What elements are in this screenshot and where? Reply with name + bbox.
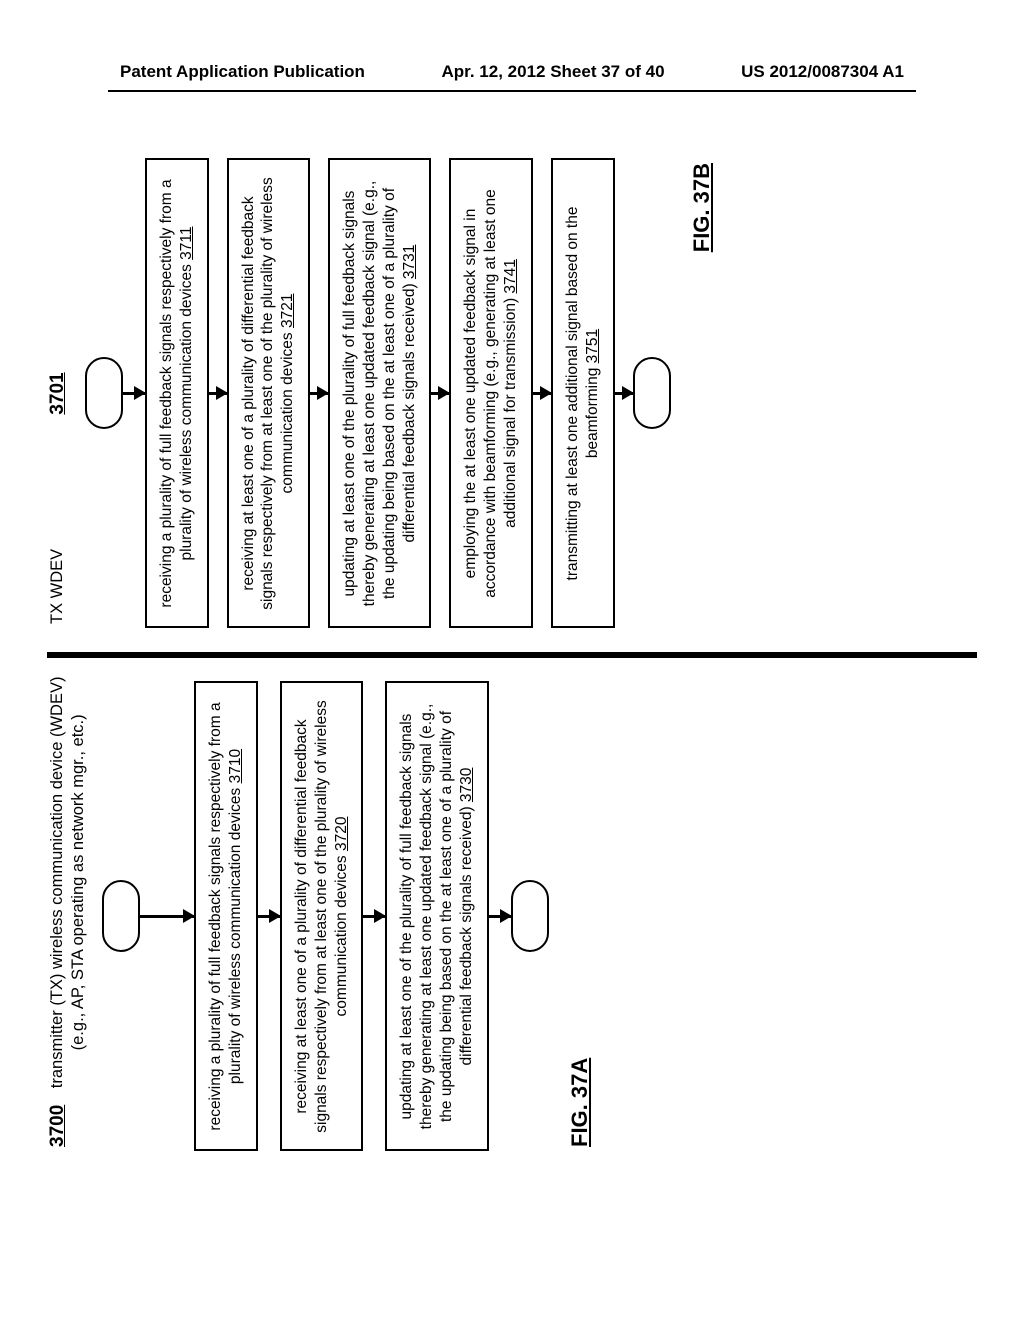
step-ref: 3720 (333, 817, 350, 851)
header-rule (108, 90, 916, 92)
step-ref: 3710 (227, 749, 244, 783)
flow-3701: TX WDEV 3701 receiving a plurality of fu… (47, 143, 977, 644)
header-right: US 2012/0087304 A1 (741, 62, 904, 82)
page-header: Patent Application Publication Apr. 12, … (0, 62, 1024, 82)
step-text: employing the at least one updated feedb… (462, 189, 519, 597)
terminator-start-3700 (102, 881, 140, 953)
header-left: Patent Application Publication (120, 62, 365, 82)
step-3720: receiving at least one of a plurality of… (280, 682, 363, 1152)
arrow-icon (123, 392, 145, 395)
arrow-icon (363, 915, 385, 918)
header-center: Apr. 12, 2012 Sheet 37 of 40 (365, 62, 741, 82)
step-3721: receiving at least one of a plurality of… (227, 159, 310, 629)
arrow-icon (431, 392, 449, 395)
arrow-icon (310, 392, 328, 395)
step-3710: receiving a plurality of full feedback s… (194, 682, 258, 1152)
flow-id-3701: 3701 (47, 372, 69, 414)
column-divider (47, 652, 977, 658)
arrow-icon (489, 915, 511, 918)
step-3730: updating at least one of the plurality o… (385, 682, 488, 1152)
terminator-end-3700 (511, 881, 549, 953)
flow-columns: 3700 transmitter (TX) wireless communica… (47, 143, 977, 1167)
arrow-icon (209, 392, 227, 395)
step-ref: 3730 (458, 768, 475, 802)
figure-label-37a: FIG. 37A (567, 1058, 593, 1147)
page: Patent Application Publication Apr. 12, … (0, 0, 1024, 1320)
step-text: transmitting at least one additional sig… (564, 207, 601, 581)
figure-label-37b: FIG. 37B (689, 163, 715, 252)
step-ref: 3751 (584, 329, 601, 363)
arrow-icon (533, 392, 551, 395)
step-3711: receiving a plurality of full feedback s… (145, 159, 209, 629)
diagram-inner: 3700 transmitter (TX) wireless communica… (47, 143, 977, 1167)
step-ref: 3711 (178, 227, 195, 260)
step-text: receiving at least one of a plurality of… (293, 700, 350, 1132)
diagram-rotated-container: 3700 transmitter (TX) wireless communica… (47, 143, 977, 1167)
step-3731: updating at least one of the plurality o… (328, 159, 431, 629)
arrow-icon (140, 915, 194, 918)
step-ref: 3741 (502, 259, 519, 293)
step-3751: transmitting at least one additional sig… (551, 159, 615, 629)
step-3741: employing the at least one updated feedb… (449, 159, 532, 629)
flow-title-3701: TX WDEV (47, 549, 68, 624)
arrow-icon (615, 392, 633, 395)
terminator-start-3701 (85, 358, 123, 430)
arrow-icon (258, 915, 280, 918)
flow-title-3700: transmitter (TX) wireless communication … (47, 672, 88, 1093)
step-ref: 3731 (401, 245, 418, 279)
flow-3700: 3700 transmitter (TX) wireless communica… (47, 666, 977, 1167)
step-ref: 3721 (279, 294, 296, 328)
step-text: receiving at least one of a plurality of… (240, 177, 297, 609)
flow-id-3700: 3700 (47, 1105, 69, 1147)
terminator-end-3701 (633, 358, 671, 430)
